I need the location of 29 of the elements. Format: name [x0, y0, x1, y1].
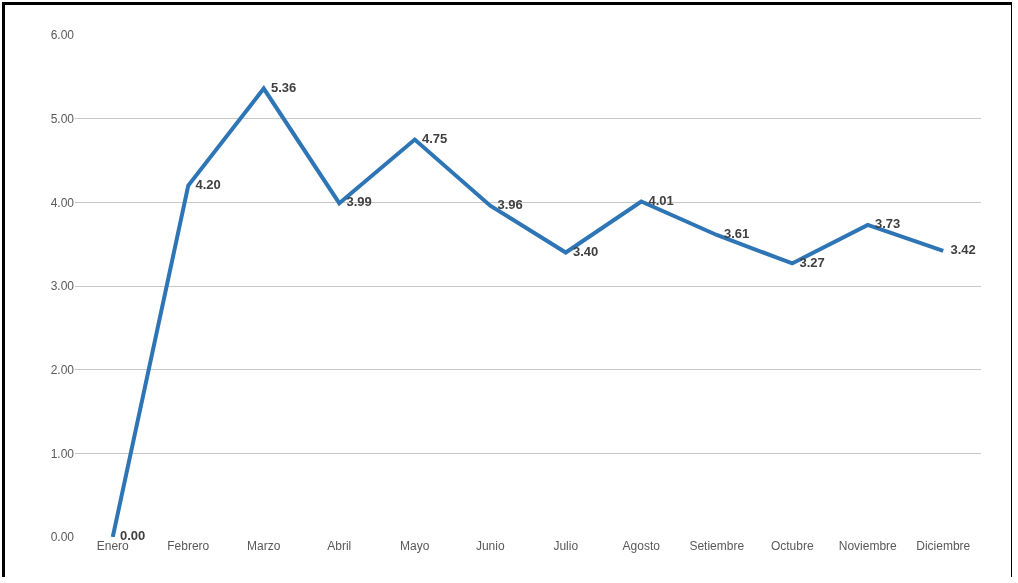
data-label: 3.40: [565, 243, 599, 259]
data-label: 5.36: [263, 79, 297, 95]
data-label: 3.27: [792, 254, 825, 270]
y-tick-label: 5.00: [50, 111, 75, 126]
y-tick-label: 1.00: [50, 446, 75, 461]
data-label: 4.20: [188, 176, 221, 192]
x-tick-label: Abril: [327, 539, 352, 553]
x-tick-label: Noviembre: [838, 539, 898, 553]
data-label: 3.99: [339, 194, 372, 210]
x-tick-label: Diciembre: [916, 539, 971, 553]
data-label: 3.96: [490, 196, 523, 212]
y-tick-label: 3.00: [50, 279, 75, 294]
data-label: 3.73: [867, 216, 901, 232]
y-tick-label: 0.00: [50, 530, 75, 545]
x-tick-label: Junio: [475, 539, 505, 553]
x-tick-label: Agosto: [622, 539, 661, 553]
data-label: 3.61: [716, 226, 750, 242]
y-tick-label: 6.00: [50, 28, 75, 43]
x-tick-label: Marzo: [247, 539, 281, 553]
x-tick-label: Febrero: [167, 539, 210, 553]
y-tick-label: 4.00: [50, 195, 75, 210]
data-label: 4.75: [414, 130, 448, 146]
x-tick-label: Julio: [553, 539, 579, 553]
data-label: 4.01: [641, 192, 674, 208]
x-tick-label: Setiembre: [689, 539, 745, 553]
data-label: 3.42: [943, 242, 976, 258]
x-tick-label: Mayo: [400, 539, 430, 553]
y-tick-label: 2.00: [50, 362, 75, 377]
x-tick-label: Octubre: [770, 539, 814, 553]
